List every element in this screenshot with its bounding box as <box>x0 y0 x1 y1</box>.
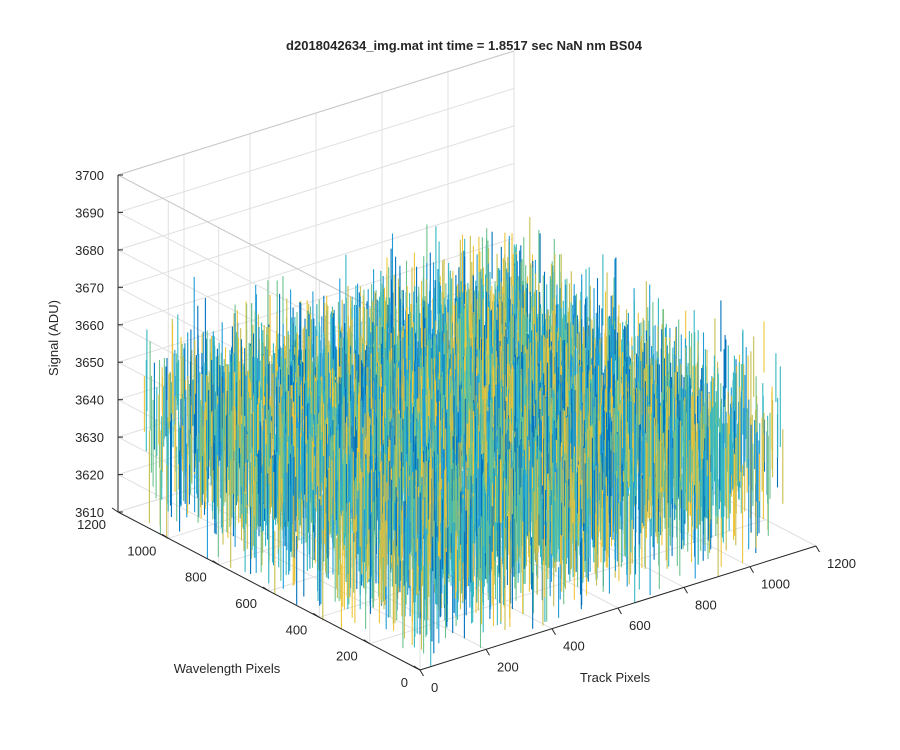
plot-title: d2018042634_img.mat int time = 1.8517 se… <box>286 38 643 53</box>
floor-grid-line <box>369 519 766 645</box>
back-wall-grid-line <box>117 87 515 213</box>
back-wall-grid-line <box>117 237 515 363</box>
back-wall-grid-line <box>117 200 515 326</box>
box-edge <box>117 50 515 176</box>
box-edge <box>117 174 421 334</box>
back-wall-grid-line <box>117 162 515 288</box>
back-wall-grid-line <box>117 125 515 251</box>
surface-layer <box>143 217 784 666</box>
